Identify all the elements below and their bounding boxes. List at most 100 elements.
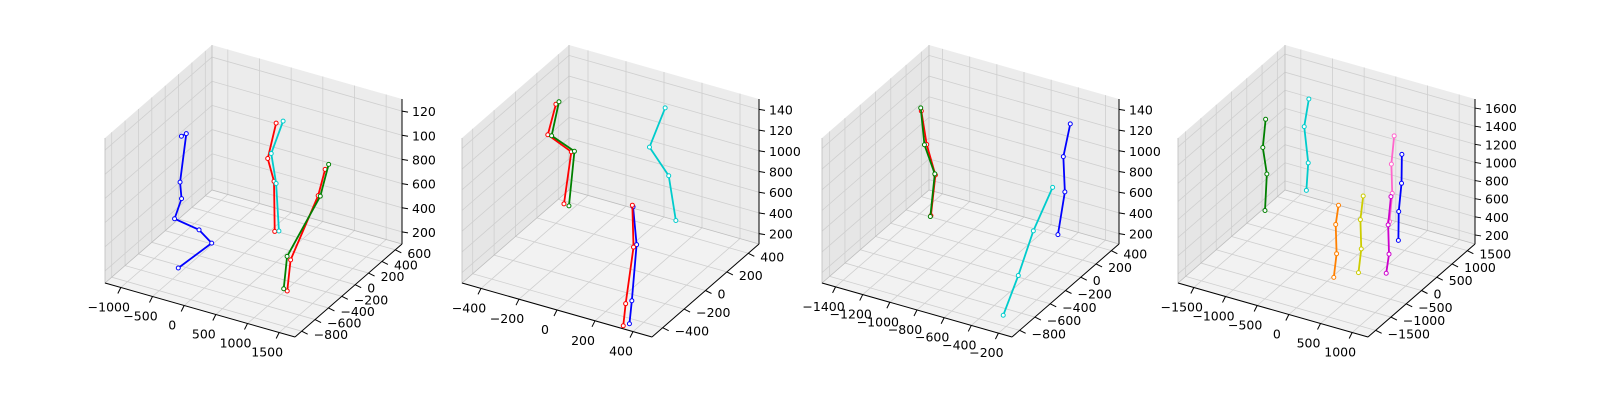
skeleton-joint bbox=[196, 227, 202, 233]
skeleton-joint bbox=[183, 131, 189, 137]
z-tick-label: 600 bbox=[1129, 185, 1153, 200]
y-tick-label: −600 bbox=[327, 316, 361, 331]
x-tick bbox=[212, 314, 217, 321]
z-tick bbox=[758, 108, 766, 111]
y-gridline bbox=[1246, 222, 1437, 278]
skeleton-joint bbox=[1333, 221, 1339, 227]
y-tick-label: 400 bbox=[1123, 247, 1147, 262]
y-gridline bbox=[165, 230, 356, 286]
skeleton-joint bbox=[634, 242, 640, 248]
skeleton-bone bbox=[1305, 162, 1310, 192]
y-gridline bbox=[905, 209, 1097, 265]
x-tick-label: 0 bbox=[1273, 327, 1281, 342]
x-tick-label: −500 bbox=[123, 309, 157, 324]
y-gridline bbox=[1185, 275, 1376, 331]
y-gridline bbox=[1277, 196, 1468, 252]
skeleton-bone bbox=[923, 143, 936, 175]
skeleton-bone bbox=[1032, 186, 1054, 232]
x-tick-label: −1200 bbox=[830, 307, 872, 322]
y-tick bbox=[726, 271, 734, 276]
x-tick-label: −400 bbox=[942, 337, 976, 352]
skeleton-bone bbox=[550, 100, 560, 137]
y-tick bbox=[1436, 276, 1444, 281]
x-tick bbox=[913, 309, 918, 317]
z-tick-label: 800 bbox=[1485, 174, 1509, 189]
y-tick-label: 0 bbox=[367, 281, 375, 296]
y-tick-label: −800 bbox=[314, 327, 348, 342]
subplot-3: −1400−1200−1000−800−600−400−200−800−600−… bbox=[802, 45, 1161, 360]
z-tick bbox=[1474, 234, 1482, 237]
y-tick bbox=[1451, 263, 1459, 268]
skeleton-joint bbox=[631, 244, 637, 250]
y-gridline bbox=[1231, 236, 1422, 291]
skeleton-joint bbox=[623, 301, 629, 307]
skeleton-joint bbox=[179, 196, 185, 202]
skeleton-joint bbox=[265, 156, 271, 162]
skeleton-joint bbox=[620, 323, 626, 329]
x-tick-label: −800 bbox=[888, 322, 922, 337]
x-tick-label: −600 bbox=[915, 330, 949, 345]
y-tick bbox=[1421, 290, 1428, 294]
y-tick-label: 1000 bbox=[1464, 260, 1496, 275]
z-tick bbox=[1474, 161, 1482, 164]
subplot-2: −400 −200 0 200 400 −400 −200 0 200 400 200 400 600 8… bbox=[452, 45, 801, 359]
y-gridline bbox=[558, 198, 749, 254]
skeleton-bone bbox=[1390, 135, 1396, 166]
z-tick bbox=[1474, 180, 1482, 183]
x-tick-label: −1000 bbox=[88, 300, 130, 315]
skeleton-joint bbox=[177, 179, 183, 185]
x-tick-label: −1000 bbox=[1192, 309, 1234, 324]
z-tick bbox=[1474, 107, 1482, 110]
skeleton-bone bbox=[1332, 252, 1338, 279]
skeleton-bone bbox=[1261, 118, 1267, 149]
y-gridline bbox=[138, 253, 329, 309]
y-tick-label: −200 bbox=[354, 292, 388, 307]
y-gridline bbox=[178, 218, 369, 274]
z-tick-label: 140 bbox=[769, 102, 793, 117]
z-tick-label: 200 bbox=[769, 227, 793, 242]
x-tick bbox=[1285, 314, 1290, 321]
z-tick-label: 1000 bbox=[1129, 144, 1161, 159]
x-tick-label: 500 bbox=[1297, 336, 1321, 351]
skeleton-bone bbox=[1057, 190, 1066, 236]
y-tick-label: 0 bbox=[718, 287, 726, 302]
skeleton-bone bbox=[563, 150, 573, 205]
skeleton bbox=[620, 202, 637, 329]
x-tick-label: 1500 bbox=[251, 345, 283, 360]
y-gridline bbox=[829, 275, 1020, 331]
z-tick bbox=[401, 134, 409, 137]
skeleton-joint bbox=[666, 173, 672, 179]
x-tick bbox=[859, 294, 864, 301]
skeleton bbox=[1355, 193, 1366, 276]
x-tick-label: 1000 bbox=[220, 336, 252, 351]
y-gridline bbox=[921, 196, 1112, 252]
z-tick-label: 200 bbox=[412, 225, 436, 240]
skeleton-bone bbox=[1017, 229, 1035, 277]
skeleton-bone bbox=[179, 181, 183, 200]
y-tick bbox=[354, 284, 362, 289]
skeleton bbox=[1000, 184, 1056, 318]
y-tick-label: −400 bbox=[340, 304, 374, 319]
y-tick-label: 200 bbox=[1108, 260, 1132, 275]
x-tick-label: 200 bbox=[571, 333, 595, 348]
y-gridline bbox=[890, 222, 1081, 278]
skeleton-bone bbox=[286, 258, 292, 292]
x-tick-label: −500 bbox=[1228, 318, 1262, 333]
x-tick bbox=[1348, 332, 1353, 339]
y-gridline bbox=[875, 236, 1066, 291]
skeleton-bone bbox=[1359, 218, 1363, 250]
skeleton-bone bbox=[1062, 155, 1066, 193]
skeleton-bone bbox=[1385, 253, 1390, 275]
y-tick bbox=[705, 290, 712, 294]
z-tick-label: 1000 bbox=[1485, 155, 1517, 170]
z-tick-label: 600 bbox=[412, 177, 436, 192]
y-tick bbox=[314, 319, 322, 324]
y-tick-label: 200 bbox=[381, 269, 405, 284]
skeleton-joint bbox=[646, 144, 652, 150]
x-tick-label: −1400 bbox=[802, 299, 844, 314]
z-tick bbox=[1118, 191, 1126, 194]
x-tick bbox=[1253, 305, 1258, 312]
skeleton-joint bbox=[549, 133, 555, 139]
x-tick-label: −200 bbox=[969, 345, 1003, 360]
y-tick-label: 1500 bbox=[1479, 247, 1511, 262]
